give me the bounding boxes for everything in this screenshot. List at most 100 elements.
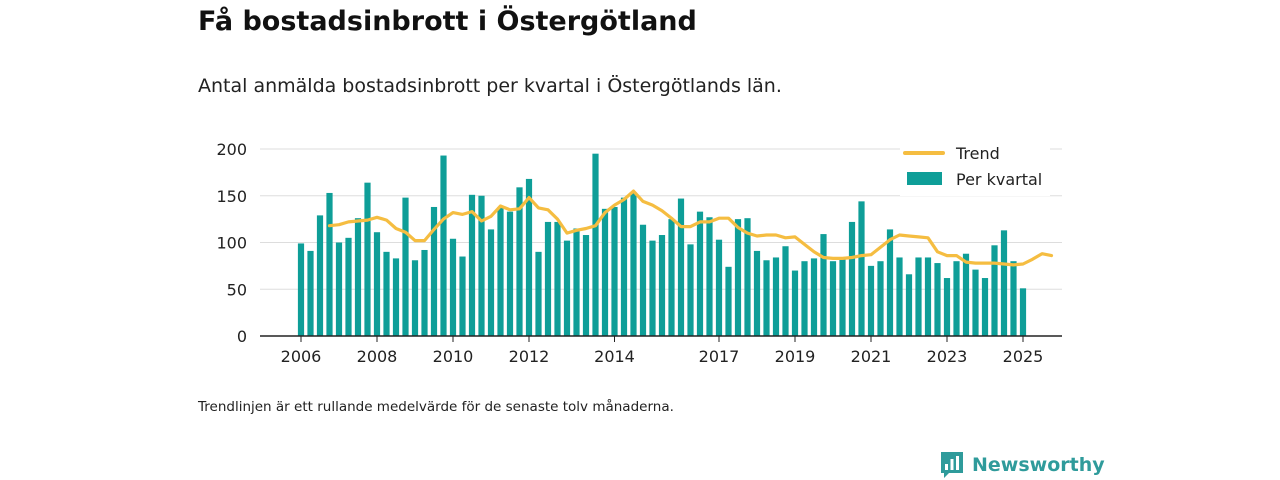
- bar-series: [297, 153, 1027, 336]
- bar: [297, 243, 305, 336]
- bar: [582, 235, 590, 336]
- bar: [573, 228, 580, 336]
- bar: [392, 258, 400, 336]
- bar: [867, 265, 875, 336]
- bar: [307, 250, 314, 336]
- y-tick-label: 50: [227, 280, 247, 299]
- bar: [810, 258, 818, 336]
- bar: [858, 201, 865, 336]
- x-axis-ticks: 2006 2008 2010 2012 2014 2017 2019 2021 2023 2025: [281, 336, 1043, 366]
- bar: [715, 239, 723, 336]
- bar: [924, 257, 932, 336]
- bar: [905, 274, 913, 336]
- x-tick-label: 2008: [357, 347, 398, 366]
- bar: [402, 197, 409, 336]
- chart-legend: Trend Per kvartal: [900, 140, 1050, 196]
- bar: [886, 229, 894, 336]
- bar: [991, 245, 998, 336]
- bar: [934, 263, 941, 336]
- brand-logo: Newsworthy: [940, 451, 1105, 479]
- bar: [943, 278, 951, 336]
- bar: [335, 242, 343, 336]
- bar: [364, 182, 371, 336]
- trend-line: [327, 189, 1054, 267]
- bar: [801, 261, 808, 336]
- bar: [620, 197, 628, 336]
- bar: [696, 211, 704, 336]
- y-tick-label: 150: [216, 187, 247, 206]
- bar: [1010, 261, 1017, 336]
- bar: [506, 211, 514, 336]
- bar: [345, 237, 352, 336]
- bar: [677, 198, 685, 336]
- bar: [611, 206, 618, 336]
- bar: [972, 269, 979, 336]
- bar: [658, 235, 666, 336]
- bar: [753, 250, 761, 336]
- bar: [734, 219, 742, 336]
- bar: [535, 251, 542, 336]
- bar: [668, 219, 675, 336]
- bar: [430, 206, 438, 336]
- bar: [468, 194, 476, 336]
- bar: [706, 217, 713, 336]
- y-tick-label: 200: [216, 140, 247, 159]
- bar: [877, 261, 884, 336]
- bar: [554, 221, 561, 336]
- bar: [421, 249, 428, 336]
- bar: [459, 256, 466, 336]
- bar: [478, 195, 485, 336]
- x-tick-label: 2021: [851, 347, 892, 366]
- bar: [687, 244, 694, 336]
- bar: [639, 224, 647, 336]
- footnote: Trendlinjen är ett rullande medelvärde f…: [198, 399, 674, 415]
- bar: [649, 240, 656, 336]
- bar: [981, 278, 989, 336]
- bar: [1019, 288, 1027, 336]
- y-tick-label: 0: [237, 327, 247, 346]
- bar: [962, 253, 970, 336]
- bar: [630, 192, 637, 336]
- bar: [1000, 230, 1008, 336]
- bar: [383, 251, 390, 336]
- x-tick-label: 2017: [699, 347, 740, 366]
- trend-series: [327, 189, 1054, 267]
- x-tick-label: 2006: [281, 347, 322, 366]
- chart-title: Få bostadsinbrott i Östergötland: [198, 6, 697, 37]
- bar: [744, 218, 751, 336]
- bar: [896, 257, 903, 336]
- bar: [725, 266, 732, 336]
- bar: [440, 155, 447, 336]
- bar: [839, 257, 846, 336]
- bar: [763, 260, 770, 336]
- bar: [772, 257, 780, 336]
- legend-trend-label: Trend: [955, 144, 1000, 163]
- bar: [915, 257, 922, 336]
- x-tick-label: 2010: [433, 347, 474, 366]
- bar: [525, 178, 533, 336]
- legend-bar-swatch: [907, 172, 942, 185]
- y-tick-label: 100: [216, 234, 247, 253]
- bar: [848, 221, 856, 336]
- bar: [354, 218, 362, 336]
- chart-subtitle: Antal anmälda bostadsinbrott per kvartal…: [198, 75, 782, 97]
- bar: [411, 260, 419, 336]
- bar: [782, 246, 789, 336]
- brand-name: Newsworthy: [972, 454, 1105, 476]
- bar: [373, 232, 381, 336]
- bar: [544, 221, 552, 336]
- bar-line-chart: 0 50 100 150 200 2006 2008 2010 2012 2014 2017 201…: [216, 140, 1062, 366]
- bar: [316, 215, 324, 336]
- bar: [820, 234, 827, 336]
- y-axis-ticks: 0 50 100 150 200: [216, 140, 247, 346]
- bar: [953, 261, 960, 336]
- x-tick-label: 2012: [509, 347, 550, 366]
- bar: [829, 261, 837, 336]
- bar: [487, 229, 495, 336]
- x-tick-label: 2023: [927, 347, 968, 366]
- bar: [326, 192, 333, 336]
- bar: [516, 187, 523, 336]
- bar: [497, 206, 504, 336]
- x-tick-label: 2014: [594, 347, 635, 366]
- bar: [601, 208, 609, 336]
